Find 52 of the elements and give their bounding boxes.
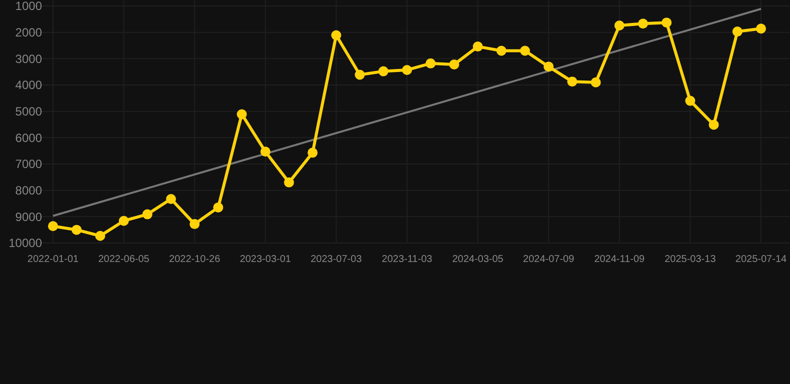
point xyxy=(614,20,624,30)
x-tick-label: 2025-07-14 xyxy=(735,254,788,265)
y-tick-label: 8000 xyxy=(15,184,42,198)
point xyxy=(449,59,460,70)
x-tick-label: 2022-01-01 xyxy=(27,254,80,265)
point xyxy=(118,216,129,226)
point xyxy=(708,120,719,130)
point xyxy=(48,221,58,232)
point xyxy=(590,77,601,88)
y-tick-label: 4000 xyxy=(15,78,42,92)
x-tick-label: 2024-03-05 xyxy=(452,254,504,265)
point xyxy=(662,18,672,28)
point xyxy=(308,148,318,158)
point xyxy=(142,209,152,220)
y-tick-label: 10000 xyxy=(8,236,42,250)
y-tick-label: 3000 xyxy=(15,52,42,66)
point xyxy=(685,96,696,106)
y-tick-label: 6000 xyxy=(15,130,42,145)
y-tick-label: 1000 xyxy=(15,0,42,14)
point xyxy=(213,202,224,212)
point xyxy=(638,18,648,29)
x-tick-label: 2023-07-03 xyxy=(310,254,362,265)
point xyxy=(284,177,294,188)
x-tick-label: 2022-10-26 xyxy=(169,254,221,265)
x-tick-label: 2023-03-01 xyxy=(240,254,292,265)
x-tick-label: 2024-11-09 xyxy=(594,254,646,265)
point xyxy=(260,146,270,157)
point xyxy=(567,76,578,87)
point xyxy=(544,62,554,72)
point xyxy=(520,46,530,56)
x-tick-label: 2024-07-09 xyxy=(523,254,575,265)
point xyxy=(756,24,766,34)
point xyxy=(190,219,200,230)
point xyxy=(331,30,342,40)
y-tick-label: 9000 xyxy=(15,210,42,224)
y-tick-label: 2000 xyxy=(15,26,42,40)
x-tick-label: 2023-11-03 xyxy=(382,254,433,265)
point xyxy=(426,58,436,68)
point xyxy=(402,64,412,75)
point xyxy=(732,26,742,37)
point xyxy=(496,46,506,56)
point xyxy=(472,42,483,52)
point xyxy=(166,194,176,204)
y-tick-label: 5000 xyxy=(15,104,42,119)
y-tick-label: 7000 xyxy=(15,157,42,172)
point xyxy=(95,230,106,241)
x-tick-label: 2025-03-13 xyxy=(664,254,716,265)
point xyxy=(72,224,82,235)
x-tick-label: 2022-06-05 xyxy=(98,254,150,265)
point xyxy=(236,109,247,120)
point xyxy=(354,70,365,80)
point xyxy=(378,66,388,76)
